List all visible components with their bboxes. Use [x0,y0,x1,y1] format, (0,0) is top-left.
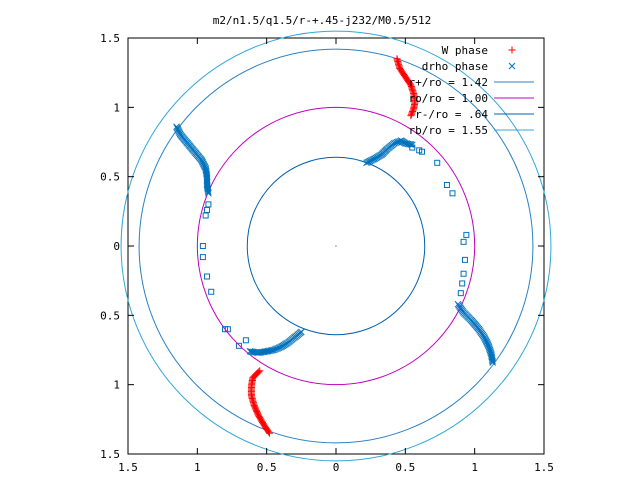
drho-phase-point [457,290,464,297]
drho-phase-point [205,189,212,197]
drho-phase-point [489,357,496,365]
y-tick-label: 1.5 [100,32,120,45]
drho-phase-point [461,256,468,263]
x-tick-label: 0 [333,461,340,474]
legend-label: W phase [442,44,488,57]
drho-phase-point [434,159,441,166]
ring-0 [138,48,534,444]
w-phase-point [407,112,415,120]
x-tick-label: 0.5 [257,461,277,474]
x-tick-label: 1.5 [534,461,554,474]
legend-label: rb/ro = 1.55 [409,124,488,137]
drho-phase-point [459,280,466,287]
drho-phase-point [489,359,497,366]
legend-label: r+/ro = 1.42 [409,76,488,89]
drho-phase-point [199,243,206,249]
drho-phase-point [463,231,470,238]
drho-phase-point [460,238,467,245]
drho-phase-point [208,288,215,295]
drho-phase-point [242,337,249,344]
chart-title: m2/n1.5/q1.5/r-+.45-j232/M0.5/512 [213,14,432,27]
w-phase-point [407,110,415,118]
origin-dot [335,245,337,247]
drho-phase-point [409,144,416,151]
legend-label: drho phase [422,60,488,73]
drho-phase-point [204,188,212,196]
legend-marker-w-phase [508,46,516,54]
ring-1 [196,106,476,386]
drho-phase-point [249,348,257,356]
drho-phase-point [204,206,211,213]
y-tick-label: 0.5 [100,309,120,322]
x-tick-label: 1 [194,461,201,474]
w-phase-point [255,368,263,376]
x-tick-label: 0.5 [395,461,415,474]
points-layer [173,46,516,437]
drho-phase-point [407,141,415,148]
x-tick-label: 1 [471,461,478,474]
y-tick-label: 1 [113,379,120,392]
legend-label: ro/ro = 1.00 [409,92,488,105]
drho-phase-point [235,342,242,349]
drho-phase-point [222,326,229,333]
drho-phase-point [199,254,206,261]
drho-phase-point [202,212,209,219]
y-tick-label: 0.5 [100,171,120,184]
w-phase-point [256,367,264,375]
legend: W phase drho phase r+/ro = 1.42 ro/ro = 1.0… [409,44,534,137]
drho-phase-point [246,348,254,355]
legend-marker-drho-phase [508,62,516,70]
ring-2 [246,156,426,336]
drho-phase-point [204,273,211,280]
drho-phase-point [205,201,212,208]
drho-phase-point [418,148,425,155]
y-tick-label: 0 [113,240,120,253]
rings-layer [120,30,552,462]
drho-phase-point [248,348,255,355]
y-tick-label: 1.5 [100,448,120,461]
drho-phase-point [460,270,467,277]
legend-label: r-/ro = .64 [415,108,488,121]
ring-3 [120,30,552,462]
y-tick-label: 1 [113,101,120,114]
drho-phase-point [488,356,496,364]
drho-phase-point [449,190,456,197]
x-tick-label: 1.5 [118,461,138,474]
drho-phase-point [204,187,212,194]
drho-phase-point [443,181,450,188]
